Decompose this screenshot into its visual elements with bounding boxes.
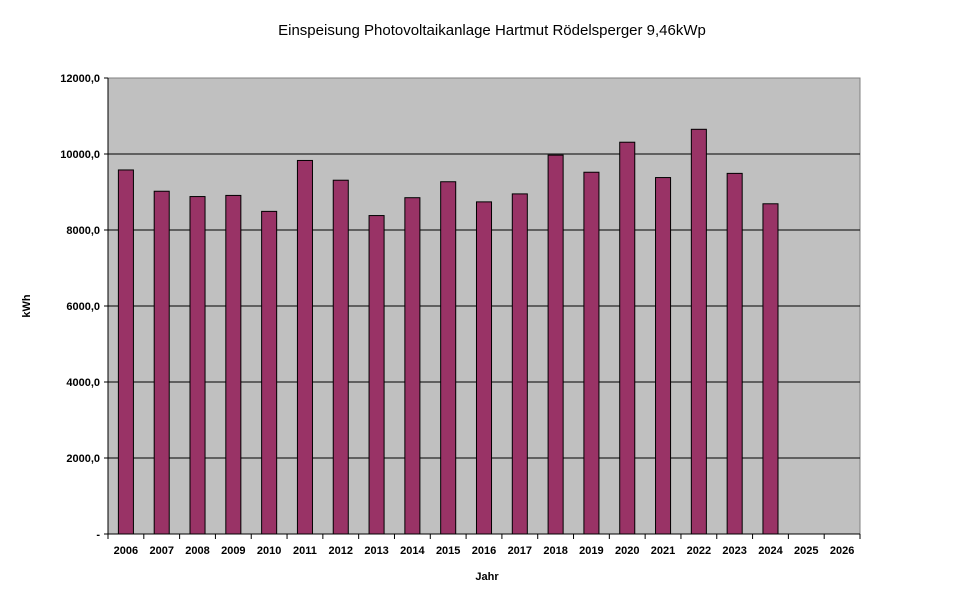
bar-2023	[726, 172, 743, 535]
chart-title: Einspeisung Photovoltaikanlage Hartmut R…	[278, 22, 706, 39]
y-tick-label: 6000,0	[66, 301, 100, 313]
x-tick-label: 2023	[722, 545, 746, 557]
x-tick-label: 2024	[758, 545, 783, 557]
x-tick-label: 2019	[579, 545, 603, 557]
x-tick-label: 2021	[651, 545, 675, 557]
bar-2009	[225, 194, 242, 535]
bar-2016	[475, 201, 493, 535]
x-tick-label: 2012	[329, 545, 353, 557]
x-tick-label: 2009	[221, 545, 245, 557]
x-tick-label: 2013	[364, 545, 388, 557]
bar-2006	[117, 169, 134, 535]
bar-2018	[547, 154, 564, 535]
x-tick-label: 2007	[149, 545, 173, 557]
x-tick-label: 2006	[114, 545, 138, 557]
bar-2007	[153, 190, 170, 535]
y-tick-label: 12000,0	[60, 73, 100, 85]
x-tick-label: 2010	[257, 545, 281, 557]
x-tick-label: 2016	[472, 545, 496, 557]
bar-2017	[511, 193, 528, 535]
bar-2020	[619, 141, 636, 535]
y-axis: - 2000,0 4000,0 6000,0 8000,0 10000,0 12000,0	[60, 73, 109, 541]
bar-2015	[440, 181, 457, 535]
y-tick-label: 8000,0	[66, 225, 100, 237]
y-tick-label: 2000,0	[66, 453, 100, 465]
bar-2012	[332, 179, 349, 535]
x-tick-label: 2017	[508, 545, 532, 557]
bar-2010	[261, 210, 278, 535]
bars	[117, 128, 779, 535]
y-tick-label: 4000,0	[66, 377, 100, 389]
x-tick-label: 2018	[543, 545, 567, 557]
x-tick-label: 2015	[436, 545, 460, 557]
bar-2014	[404, 197, 421, 535]
x-tick-label: 2022	[687, 545, 711, 557]
bar-2021	[655, 177, 672, 535]
bar-2019	[583, 171, 600, 535]
bar-2011	[296, 159, 313, 535]
y-tick-label: 10000,0	[60, 149, 100, 161]
x-tick-label: 2011	[293, 545, 317, 557]
bar-2022	[690, 128, 707, 535]
y-axis-label: kWh	[21, 294, 33, 318]
bar-2008	[189, 196, 206, 535]
y-tick-label: -	[96, 529, 100, 541]
x-tick-label: 2008	[185, 545, 209, 557]
bar-2013	[368, 215, 385, 535]
x-axis: 2006 2007 2008 2009 2010 2011 2012 2013 2014 2015…	[107, 533, 861, 557]
x-tick-label: 2014	[400, 545, 425, 557]
x-tick-label: 2026	[830, 545, 854, 557]
x-tick-label: 2025	[794, 545, 818, 557]
x-tick-label: 2020	[615, 545, 639, 557]
bar-2024	[762, 203, 779, 535]
x-axis-label: Jahr	[475, 571, 499, 583]
